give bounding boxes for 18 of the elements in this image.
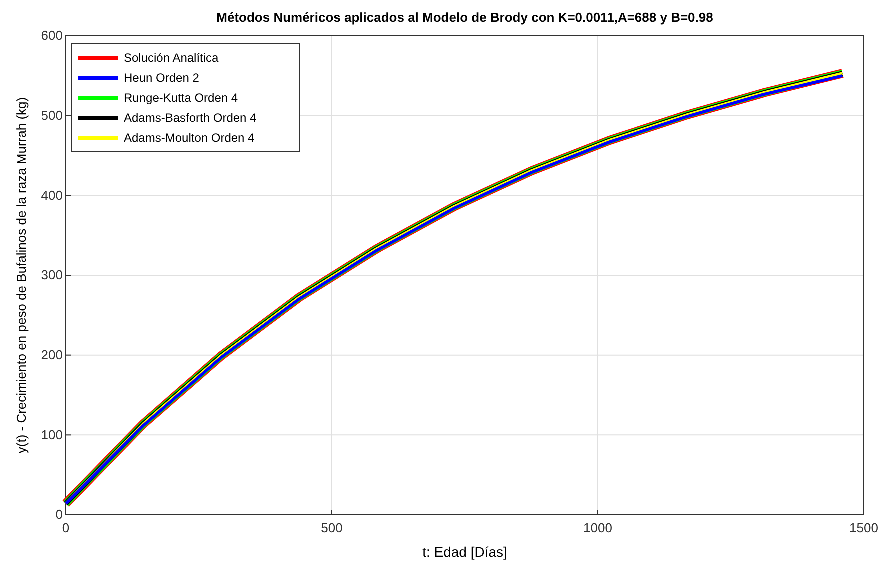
y-tick-label: 300 [41,268,63,283]
x-tick-label: 1500 [850,520,878,536]
legend-label: Heun Orden 2 [124,71,200,85]
y-tick-label: 500 [41,108,63,123]
y-tick-label: 0 [56,507,63,522]
legend-label: Runge-Kutta Orden 4 [124,91,238,105]
y-tick-label: 100 [41,427,63,442]
legend-label: Adams-Basforth Orden 4 [124,111,258,125]
y-tick-label: 200 [41,347,63,362]
y-axis-title: y(t) - Crecimiento en peso de Bufalinos de la raza Murrah (kg) [14,97,29,454]
x-axis-title: t: Edad [Días] [422,544,508,560]
x-tick-label: 500 [321,520,343,536]
chart-title: Métodos Numéricos aplicados al Modelo de Brody con K=0.0011,A=688 y B=0.98 [216,10,714,25]
y-tick-label: 400 [41,188,63,203]
legend-label: Solución Analítica [124,51,220,65]
x-tick-label: 1000 [584,520,612,536]
legend-label: Adams-Moulton Orden 4 [124,131,256,145]
y-tick-label: 600 [41,28,63,44]
